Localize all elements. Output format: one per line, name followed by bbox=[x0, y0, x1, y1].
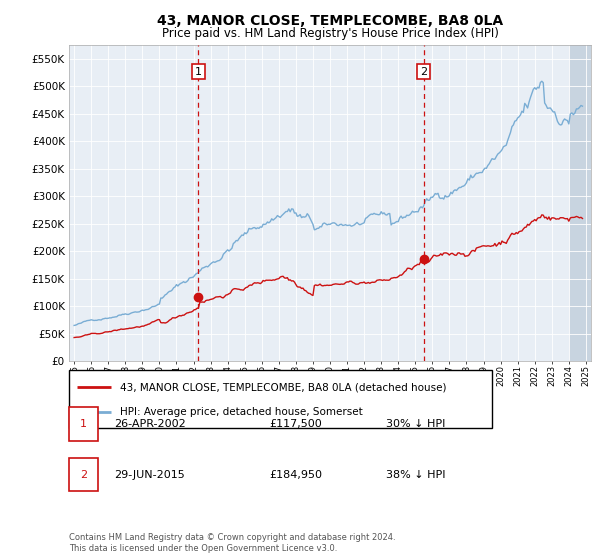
Text: HPI: Average price, detached house, Somerset: HPI: Average price, detached house, Some… bbox=[120, 407, 362, 417]
Text: 43, MANOR CLOSE, TEMPLECOMBE, BA8 0LA: 43, MANOR CLOSE, TEMPLECOMBE, BA8 0LA bbox=[157, 14, 503, 28]
Text: 30% ↓ HPI: 30% ↓ HPI bbox=[386, 419, 445, 429]
Text: £184,950: £184,950 bbox=[269, 470, 323, 479]
Text: 2: 2 bbox=[420, 67, 427, 77]
Text: 2: 2 bbox=[80, 470, 87, 479]
Text: 26-APR-2002: 26-APR-2002 bbox=[114, 419, 185, 429]
Text: £117,500: £117,500 bbox=[269, 419, 322, 429]
Text: 1: 1 bbox=[80, 419, 87, 429]
FancyBboxPatch shape bbox=[69, 458, 98, 492]
Text: Price paid vs. HM Land Registry's House Price Index (HPI): Price paid vs. HM Land Registry's House … bbox=[161, 27, 499, 40]
Text: 1: 1 bbox=[195, 67, 202, 77]
Text: Contains HM Land Registry data © Crown copyright and database right 2024.
This d: Contains HM Land Registry data © Crown c… bbox=[69, 533, 395, 553]
FancyBboxPatch shape bbox=[69, 370, 492, 428]
Text: 29-JUN-2015: 29-JUN-2015 bbox=[114, 470, 185, 479]
Text: 43, MANOR CLOSE, TEMPLECOMBE, BA8 0LA (detached house): 43, MANOR CLOSE, TEMPLECOMBE, BA8 0LA (d… bbox=[120, 382, 446, 392]
FancyBboxPatch shape bbox=[69, 408, 98, 441]
Bar bbox=[569, 45, 600, 361]
Text: 38% ↓ HPI: 38% ↓ HPI bbox=[386, 470, 445, 479]
